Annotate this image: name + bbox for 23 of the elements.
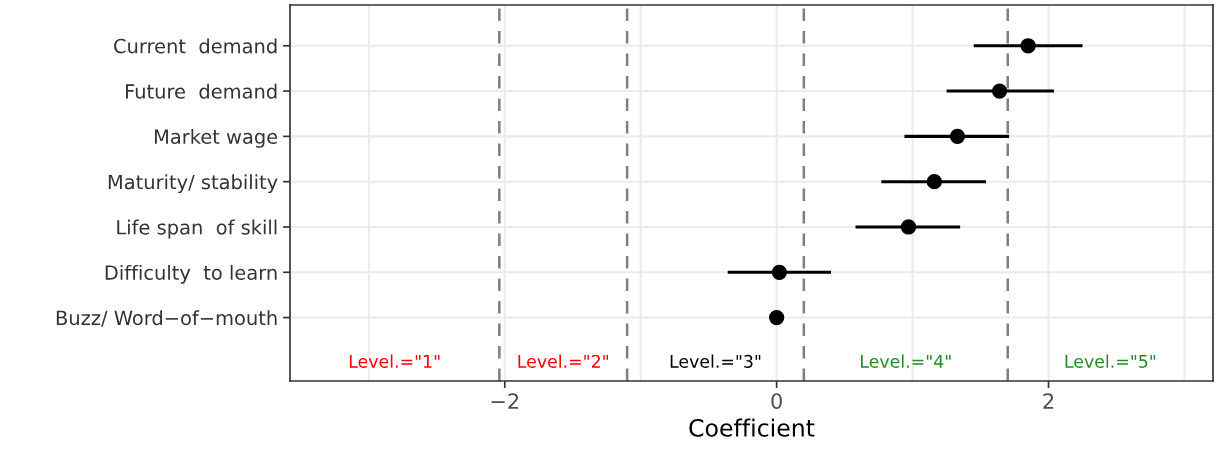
point [1020, 38, 1036, 54]
annotation: Level.="4" [861, 354, 951, 368]
x-axis-title: Coefficient [689, 418, 815, 437]
annotation: Level.="5" [1065, 354, 1156, 368]
annotation: Level.="2" [518, 354, 609, 368]
y-tick-label: Current demand [114, 38, 277, 54]
point [769, 309, 785, 326]
point [771, 264, 788, 280]
x-tick-label: 2 [1043, 393, 1054, 409]
y-tick-label: Difficulty to learn [105, 264, 277, 284]
y-tick-label: Market wage [154, 128, 278, 148]
x-tick-label: −2 [491, 393, 519, 409]
point [949, 128, 966, 145]
point [991, 83, 1008, 99]
y-tick-label: Life span of skill [117, 219, 277, 239]
y-tick-label: Maturity/ stability [108, 174, 278, 194]
point [900, 219, 917, 235]
annotation: Level.="3" [670, 354, 761, 368]
annotation: Level.="1" [349, 354, 440, 368]
point [926, 174, 942, 190]
y-tick-label: Future demand [126, 83, 277, 99]
y-tick-label: Buzz/ Word−of−mouth [56, 310, 277, 327]
x-tick-label: 0 [771, 393, 782, 409]
